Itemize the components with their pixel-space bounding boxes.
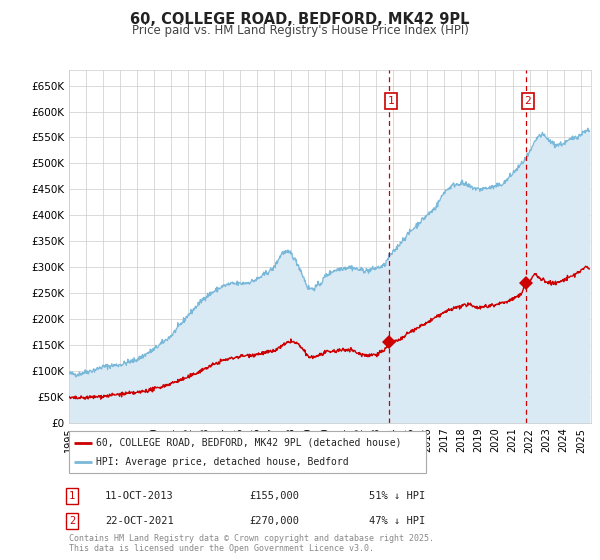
- Text: £270,000: £270,000: [249, 516, 299, 526]
- Text: 51% ↓ HPI: 51% ↓ HPI: [369, 491, 425, 501]
- Text: 60, COLLEGE ROAD, BEDFORD, MK42 9PL: 60, COLLEGE ROAD, BEDFORD, MK42 9PL: [130, 12, 470, 27]
- Text: 60, COLLEGE ROAD, BEDFORD, MK42 9PL (detached house): 60, COLLEGE ROAD, BEDFORD, MK42 9PL (det…: [96, 437, 401, 447]
- Text: 22-OCT-2021: 22-OCT-2021: [105, 516, 174, 526]
- Text: 11-OCT-2013: 11-OCT-2013: [105, 491, 174, 501]
- Text: 2: 2: [69, 516, 75, 526]
- Text: 47% ↓ HPI: 47% ↓ HPI: [369, 516, 425, 526]
- Text: £155,000: £155,000: [249, 491, 299, 501]
- Text: Contains HM Land Registry data © Crown copyright and database right 2025.
This d: Contains HM Land Registry data © Crown c…: [69, 534, 434, 553]
- Text: HPI: Average price, detached house, Bedford: HPI: Average price, detached house, Bedf…: [96, 457, 349, 467]
- Text: 1: 1: [388, 96, 394, 106]
- Text: Price paid vs. HM Land Registry's House Price Index (HPI): Price paid vs. HM Land Registry's House …: [131, 24, 469, 36]
- Text: 1: 1: [69, 491, 75, 501]
- Text: 2: 2: [524, 96, 531, 106]
- FancyBboxPatch shape: [69, 431, 426, 473]
